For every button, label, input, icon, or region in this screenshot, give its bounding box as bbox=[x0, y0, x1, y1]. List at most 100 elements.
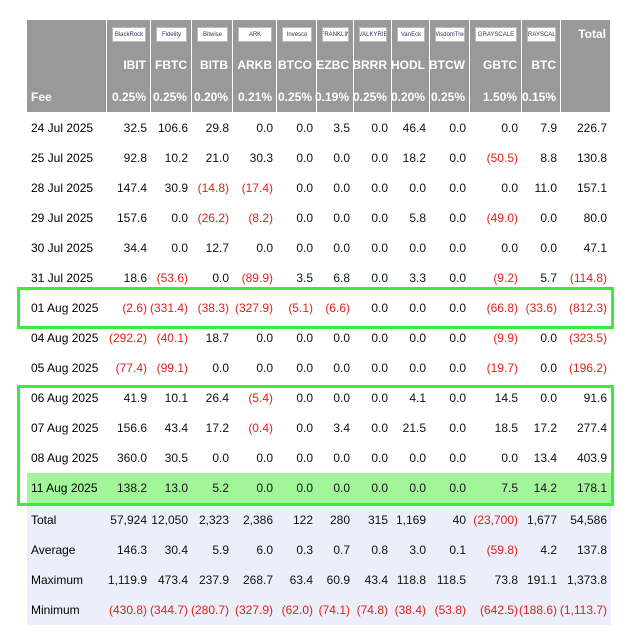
value-cell: 10.2 bbox=[151, 143, 192, 173]
value-cell: 0.0 bbox=[317, 443, 354, 473]
value-cell: 0.0 bbox=[430, 443, 470, 473]
row-label: 25 Jul 2025 bbox=[27, 143, 107, 173]
value-cell: (17.4) bbox=[233, 173, 277, 203]
value-cell: 47.1 bbox=[561, 233, 611, 263]
value-cell: 473.4 bbox=[151, 565, 192, 595]
value-cell: 43.4 bbox=[151, 413, 192, 443]
value-cell: 0.0 bbox=[192, 353, 233, 383]
value-cell: 0.0 bbox=[430, 353, 470, 383]
value-cell: 8.8 bbox=[522, 143, 561, 173]
value-cell: 118.8 bbox=[392, 565, 430, 595]
value-cell: 226.7 bbox=[561, 113, 611, 143]
value-cell: 268.7 bbox=[233, 565, 277, 595]
value-cell: 0.0 bbox=[317, 353, 354, 383]
value-cell: 0.0 bbox=[354, 383, 392, 413]
row-label: 07 Aug 2025 bbox=[27, 413, 107, 443]
fee: 0.25% bbox=[277, 82, 317, 112]
value-cell: 0.0 bbox=[430, 293, 470, 323]
value-cell: 0.0 bbox=[317, 173, 354, 203]
value-cell: 0.0 bbox=[151, 203, 192, 233]
fee: 0.25% bbox=[353, 82, 392, 112]
value-cell: 12,050 bbox=[151, 505, 192, 535]
value-cell: 0.0 bbox=[392, 173, 430, 203]
value-cell: 4.2 bbox=[522, 535, 561, 565]
value-cell: 18.5 bbox=[470, 413, 522, 443]
value-cell: (188.6) bbox=[519, 595, 561, 625]
value-cell: 1,119.9 bbox=[107, 565, 151, 595]
value-cell: 118.5 bbox=[430, 565, 470, 595]
value-cell: 360.0 bbox=[107, 443, 151, 473]
value-cell: 106.6 bbox=[151, 113, 192, 143]
value-cell: 0.0 bbox=[430, 413, 470, 443]
row-label: 08 Aug 2025 bbox=[27, 443, 107, 473]
value-cell: (23,700) bbox=[470, 505, 522, 535]
value-cell: 0.0 bbox=[277, 353, 317, 383]
value-cell: 0.0 bbox=[354, 353, 392, 383]
value-cell: (50.5) bbox=[470, 143, 522, 173]
value-cell: 157.6 bbox=[107, 203, 151, 233]
value-cell: 0.0 bbox=[354, 113, 392, 143]
value-cell: 3.5 bbox=[317, 113, 354, 143]
header-blank bbox=[561, 47, 611, 82]
value-cell: 178.1 bbox=[561, 473, 611, 503]
value-cell: 0.0 bbox=[354, 443, 392, 473]
value-cell: 130.8 bbox=[561, 143, 611, 173]
value-cell: 0.0 bbox=[277, 443, 317, 473]
value-cell: 1,677 bbox=[522, 505, 561, 535]
value-cell: 0.1 bbox=[430, 535, 470, 565]
value-cell: 40 bbox=[430, 505, 470, 535]
logo: Fidelity bbox=[156, 27, 187, 42]
value-cell: 137.8 bbox=[561, 535, 611, 565]
value-cell: (62.0) bbox=[277, 595, 317, 625]
value-cell: (5.1) bbox=[277, 293, 317, 323]
value-cell: 0.0 bbox=[277, 143, 317, 173]
value-cell: 0.0 bbox=[317, 383, 354, 413]
value-cell: 0.0 bbox=[430, 203, 470, 233]
value-cell: 0.0 bbox=[354, 173, 392, 203]
value-cell: 0.0 bbox=[277, 383, 317, 413]
fee: 0.19% bbox=[315, 82, 354, 112]
row-label: 05 Aug 2025 bbox=[27, 353, 107, 383]
value-cell: 63.4 bbox=[277, 565, 317, 595]
logo: ARK bbox=[238, 27, 272, 42]
logo: FRANKLIN bbox=[322, 27, 349, 42]
value-cell: (196.2) bbox=[561, 353, 611, 383]
header-blank bbox=[561, 82, 611, 112]
value-cell: 26.4 bbox=[192, 383, 233, 413]
value-cell: (327.9) bbox=[233, 293, 277, 323]
value-cell: 315 bbox=[354, 505, 392, 535]
value-cell: 0.0 bbox=[277, 203, 317, 233]
value-cell: 1,169 bbox=[392, 505, 430, 535]
value-cell: 277.4 bbox=[561, 413, 611, 443]
logo: WisdomTree bbox=[435, 27, 465, 42]
logo: BlackRock bbox=[112, 27, 146, 42]
value-cell: 29.8 bbox=[192, 113, 233, 143]
value-cell: 10.1 bbox=[151, 383, 192, 413]
value-cell: (430.8) bbox=[107, 595, 151, 625]
value-cell: 46.4 bbox=[392, 113, 430, 143]
row-label: 01 Aug 2025 bbox=[27, 293, 107, 323]
value-cell: (77.4) bbox=[107, 353, 151, 383]
value-cell: 12.7 bbox=[192, 233, 233, 263]
total-header: Total bbox=[561, 20, 611, 47]
value-cell: 3.0 bbox=[392, 535, 430, 565]
value-cell: 0.0 bbox=[192, 443, 233, 473]
value-cell: (59.8) bbox=[470, 535, 522, 565]
value-cell: 0.0 bbox=[430, 233, 470, 263]
value-cell: (74.8) bbox=[354, 595, 392, 625]
fee-label: Fee bbox=[27, 82, 107, 112]
value-cell: 54,586 bbox=[561, 505, 611, 535]
value-cell: (19.7) bbox=[470, 353, 522, 383]
value-cell: (280.7) bbox=[191, 595, 233, 625]
value-cell: 13.0 bbox=[151, 473, 192, 503]
value-cell: 0.0 bbox=[277, 173, 317, 203]
value-cell: (331.4) bbox=[150, 293, 192, 323]
value-cell: 5.9 bbox=[192, 535, 233, 565]
value-cell: 0.0 bbox=[522, 203, 561, 233]
value-cell: 5.8 bbox=[392, 203, 430, 233]
value-cell: 4.1 bbox=[392, 383, 430, 413]
row-label: 11 Aug 2025 bbox=[27, 473, 107, 503]
ticker: BTC bbox=[522, 47, 561, 82]
value-cell: (26.2) bbox=[192, 203, 233, 233]
